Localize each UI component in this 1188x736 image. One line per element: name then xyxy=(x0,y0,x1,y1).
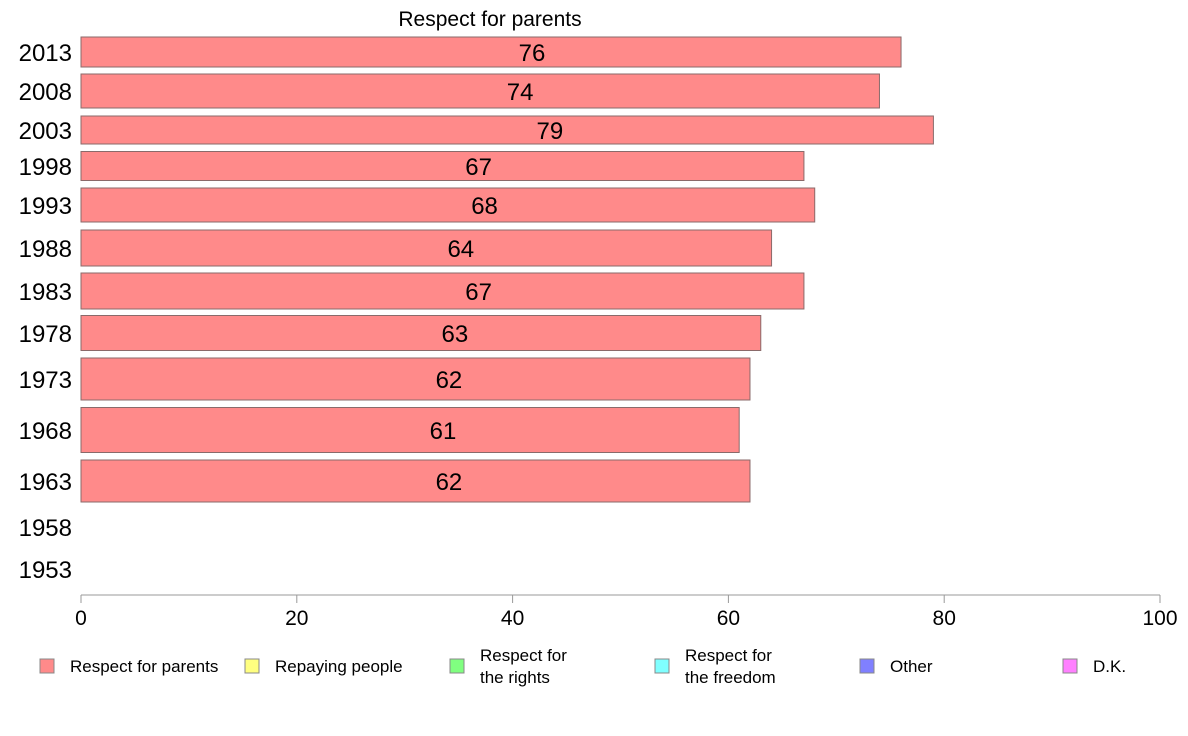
category-label-1988: 1988 xyxy=(19,236,72,263)
data-label-2008: 74 xyxy=(507,79,534,106)
category-label-1993: 1993 xyxy=(19,193,72,220)
x-axis: 0 20 40 60 80 100 xyxy=(75,594,1178,630)
data-label-1983: 67 xyxy=(465,279,492,306)
chart-title: Respect for parents xyxy=(398,8,581,31)
legend-label-4: Other xyxy=(890,657,933,676)
legend-swatch-2 xyxy=(449,658,465,674)
data-label-2013: 76 xyxy=(519,40,546,67)
x-tick-label-80: 80 xyxy=(933,607,956,630)
bar-1988 xyxy=(80,229,773,267)
category-label-1963: 1963 xyxy=(19,469,72,496)
bar-1993 xyxy=(80,187,816,223)
legend-item-5: D.K. xyxy=(1062,657,1126,676)
legend-label-5: D.K. xyxy=(1093,657,1126,676)
legend-item-4: Other xyxy=(859,657,933,676)
legend-swatch-5 xyxy=(1062,658,1078,674)
category-label-2008: 2008 xyxy=(19,79,72,106)
category-label-1998: 1998 xyxy=(19,154,72,181)
legend-label-2: Respect for the rights xyxy=(480,646,567,687)
data-label-1963: 62 xyxy=(436,469,463,496)
legend-swatch-1 xyxy=(244,658,260,674)
legend-swatch-0 xyxy=(39,658,55,674)
bar-1998 xyxy=(80,151,805,181)
data-label-1993: 68 xyxy=(471,193,498,220)
data-label-1998: 67 xyxy=(465,154,492,181)
category-label-1978: 1978 xyxy=(19,321,72,348)
legend-label-3: Respect for the freedom xyxy=(685,646,776,687)
bar-2013 xyxy=(80,36,902,68)
legend-swatch-4 xyxy=(859,658,875,674)
bar-1983 xyxy=(80,272,805,310)
category-labels: 2013 2008 2003 1998 1993 1988 1983 1978 1973 1968… xyxy=(19,40,72,584)
legend-item-3: Respect for the freedom xyxy=(654,646,776,687)
bar-2003 xyxy=(80,115,934,145)
bar-2008 xyxy=(80,73,880,109)
legend-item-2: Respect for the rights xyxy=(449,646,567,687)
x-tick-label-40: 40 xyxy=(501,607,524,630)
category-label-1953: 1953 xyxy=(19,557,72,584)
data-label-1978: 63 xyxy=(442,321,469,348)
data-label-1988: 64 xyxy=(447,236,474,263)
category-label-2003: 2003 xyxy=(19,118,72,145)
category-label-1973: 1973 xyxy=(19,367,72,394)
x-tick-label-0: 0 xyxy=(75,607,87,630)
category-label-1983: 1983 xyxy=(19,279,72,306)
legend-label-1: Repaying people xyxy=(275,657,403,676)
bar-1968 xyxy=(80,407,740,453)
data-label-2003: 79 xyxy=(536,118,563,145)
legend-item-1: Repaying people xyxy=(244,657,403,676)
x-tick-label-100: 100 xyxy=(1142,607,1177,630)
category-label-1968: 1968 xyxy=(19,418,72,445)
bar-1978 xyxy=(80,315,762,351)
x-tick-label-60: 60 xyxy=(717,607,740,630)
legend-item-0: Respect for parents xyxy=(39,657,218,676)
data-label-1968: 61 xyxy=(430,418,457,445)
data-label-1973: 62 xyxy=(436,367,463,394)
legend-label-0: Respect for parents xyxy=(70,657,218,676)
legend: Respect for parents Repaying people Respec… xyxy=(39,646,1126,687)
bar-1973 xyxy=(80,357,751,401)
bar-1963 xyxy=(80,459,751,503)
legend-swatch-3 xyxy=(654,658,670,674)
category-label-2013: 2013 xyxy=(19,40,72,67)
x-tick-label-20: 20 xyxy=(285,607,308,630)
category-label-1958: 1958 xyxy=(19,515,72,542)
